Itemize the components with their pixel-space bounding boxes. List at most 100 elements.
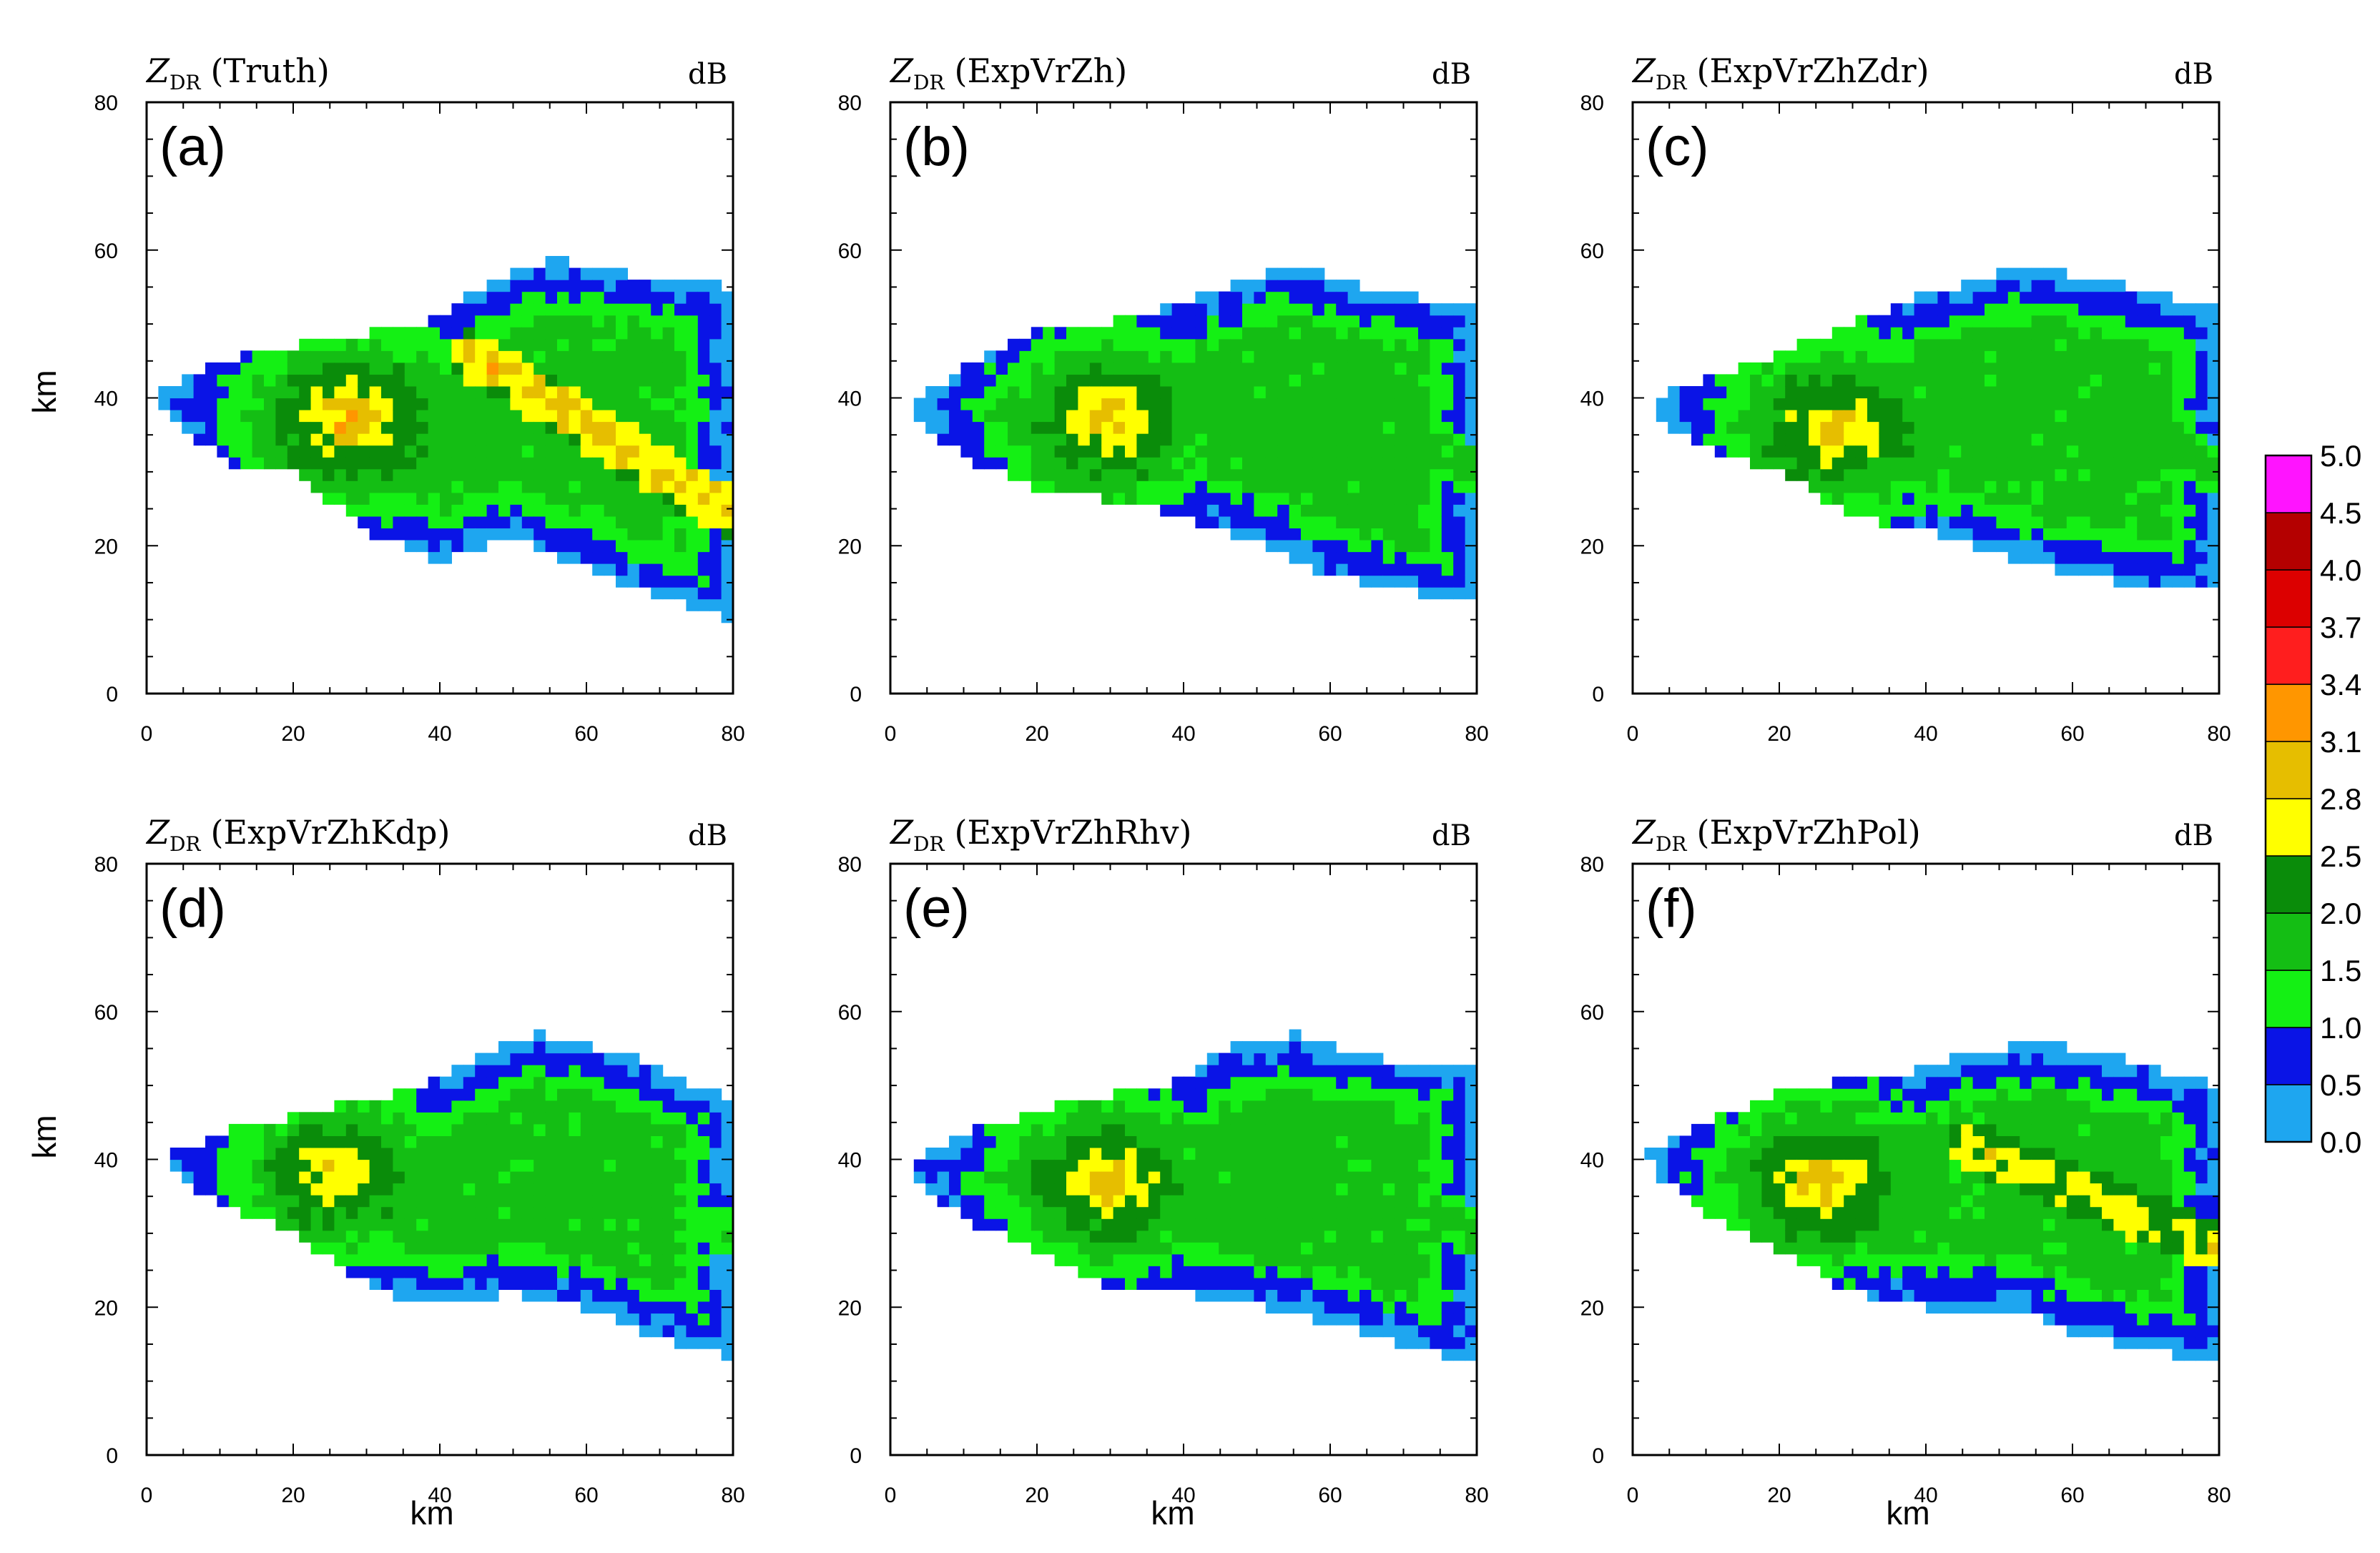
zdr-cell — [1972, 1230, 1985, 1243]
zdr-cell — [721, 528, 734, 541]
zdr-cell — [1773, 1148, 1786, 1160]
zdr-cell — [1937, 303, 1950, 316]
zdr-cell — [604, 421, 616, 434]
zdr-cell — [721, 1112, 734, 1125]
zdr-cell — [2090, 291, 2103, 304]
zdr-cell — [334, 433, 347, 446]
zdr-cell — [925, 386, 938, 399]
zdr-cell — [627, 551, 640, 564]
zdr-cell — [1703, 1171, 1716, 1184]
zdr-cell — [1230, 410, 1243, 423]
zdr-cell — [616, 480, 628, 493]
zdr-cell — [1324, 563, 1337, 576]
zdr-cell — [2043, 1135, 2055, 1148]
zdr-cell — [972, 421, 985, 434]
zdr-cell — [1289, 1088, 1302, 1101]
zdr-cell — [1465, 1183, 1477, 1195]
zdr-cell — [1985, 468, 1997, 481]
zdr-cell — [616, 433, 628, 446]
zdr-cell — [287, 362, 300, 375]
zdr-cell — [1359, 410, 1372, 423]
zdr-cell — [1902, 1206, 1915, 1219]
zdr-cell — [369, 1230, 382, 1243]
zdr-cell — [2137, 504, 2150, 517]
zdr-cell — [486, 1183, 499, 1195]
zdr-cell — [1230, 1266, 1243, 1278]
zdr-cell — [1406, 433, 1419, 446]
zdr-cell — [1312, 1206, 1325, 1219]
zdr-cell — [310, 457, 323, 470]
zdr-cell — [651, 1088, 664, 1101]
zdr-cell — [1125, 492, 1137, 505]
zdr-cell — [674, 315, 687, 327]
zdr-cell — [1809, 1230, 1821, 1243]
zdr-cell — [2020, 445, 2032, 458]
zdr-cell — [404, 398, 417, 410]
zdr-cell — [1312, 1041, 1325, 1054]
zdr-cell — [1359, 362, 1372, 375]
zdr-cell — [580, 1135, 593, 1148]
zdr-cell — [1347, 1253, 1360, 1266]
zdr-cell — [604, 1135, 616, 1148]
zdr-cell — [995, 398, 1008, 410]
zdr-cell — [1101, 1100, 1114, 1113]
zdr-cell — [1914, 327, 1927, 340]
zdr-cell — [1441, 457, 1454, 470]
zdr-cell — [1336, 457, 1349, 470]
zdr-cell — [1890, 1218, 1903, 1231]
zdr-cell — [345, 1100, 358, 1113]
zdr-cell — [616, 1171, 628, 1184]
zdr-cell — [404, 1123, 417, 1136]
zdr-cell — [674, 1159, 687, 1172]
zdr-cell — [1359, 291, 1372, 304]
zdr-cell — [1785, 1242, 1798, 1255]
zdr-cell — [1867, 350, 1879, 363]
zdr-cell — [2043, 1195, 2055, 1208]
zdr-cell — [2031, 1041, 2044, 1054]
zdr-cell — [627, 1123, 640, 1136]
zdr-cell — [510, 327, 523, 340]
zdr-cell — [662, 516, 675, 528]
zdr-cell — [1844, 327, 1857, 340]
zdr-cell — [1961, 1112, 1974, 1125]
zdr-cell — [369, 398, 382, 410]
zdr-cell — [662, 1076, 675, 1089]
zdr-cell — [510, 1112, 523, 1125]
zdr-cell — [592, 1088, 605, 1101]
zdr-cell — [2207, 338, 2220, 351]
zdr-cell — [2020, 1183, 2032, 1195]
zdr-cell — [1996, 457, 2009, 470]
zdr-cell — [1219, 504, 1231, 517]
zdr-cell — [1277, 445, 1290, 458]
zdr-cell — [1371, 551, 1384, 564]
zdr-cell — [1656, 1171, 1668, 1184]
zdr-cell — [2078, 374, 2091, 387]
zdr-cell — [2055, 315, 2067, 327]
zdr-cell — [557, 540, 569, 553]
zdr-cell — [510, 433, 523, 446]
zdr-cell — [972, 362, 985, 375]
zdr-cell — [252, 410, 265, 423]
zdr-cell — [1078, 386, 1091, 399]
zdr-cell — [1125, 1206, 1137, 1219]
zdr-cell — [2031, 480, 2044, 493]
zdr-cell — [275, 445, 288, 458]
zdr-cell — [984, 386, 997, 399]
zdr-cell — [1985, 433, 1997, 446]
zdr-cell — [1430, 445, 1442, 458]
zdr-cell — [2137, 528, 2150, 541]
zdr-cell — [709, 1135, 722, 1148]
zdr-cell — [1043, 480, 1056, 493]
zdr-cell — [2055, 1183, 2067, 1195]
zdr-cell — [1230, 338, 1243, 351]
zdr-cell — [1809, 480, 1821, 493]
zdr-cell — [1113, 1183, 1126, 1195]
zdr-cell — [533, 445, 546, 458]
zdr-cell — [1206, 445, 1219, 458]
zdr-cell — [557, 1159, 569, 1172]
zdr-cell — [533, 1277, 546, 1290]
zdr-cell — [1019, 1171, 1032, 1184]
zdr-field — [1644, 1041, 2220, 1361]
zdr-cell — [1914, 1253, 1927, 1266]
zdr-cell — [960, 386, 973, 399]
